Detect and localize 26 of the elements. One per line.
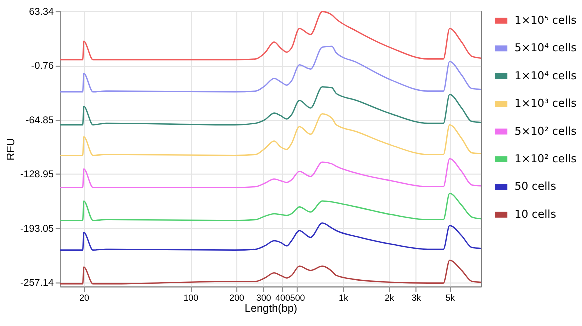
x-tick-label: 5k	[446, 293, 456, 304]
x-tick-label: 20	[80, 293, 90, 304]
legend-label: 1×10⁵ cells	[514, 14, 578, 27]
legend-label: 1×10³ cells	[514, 97, 578, 110]
y-tick-label: -193.05	[20, 224, 54, 235]
x-tick-label: 3k	[412, 293, 422, 304]
x-tick-label: 200	[230, 293, 245, 304]
y-tick-label: -128.95	[20, 170, 54, 181]
y-tick-label: 63.34	[29, 6, 54, 18]
x-tick-label: 100	[184, 293, 199, 304]
y-tick-label: -64.85	[26, 115, 54, 126]
legend-label: 10 cells	[514, 208, 557, 221]
legend-label: 1×10² cells	[514, 152, 578, 166]
y-tick-label: -257.14	[20, 278, 54, 290]
x-tick-label: 2k	[384, 293, 395, 304]
y-axis-title: RFU	[5, 138, 18, 161]
x-axis-title: Length(bp)	[244, 302, 298, 315]
x-tick-label: 1k	[339, 293, 349, 304]
y-tick-label: -0.76	[31, 61, 54, 72]
x-tick-label: 400	[276, 293, 290, 304]
x-tick-label: 500	[290, 293, 306, 304]
legend-label: 1×10⁴ cells	[514, 69, 578, 82]
legend-label: 5×10⁴ cells	[514, 42, 578, 55]
x-tick-label: 300	[256, 293, 272, 304]
legend-label: 50 cells	[514, 180, 557, 194]
legend-label: 5×10² cells	[514, 124, 578, 138]
